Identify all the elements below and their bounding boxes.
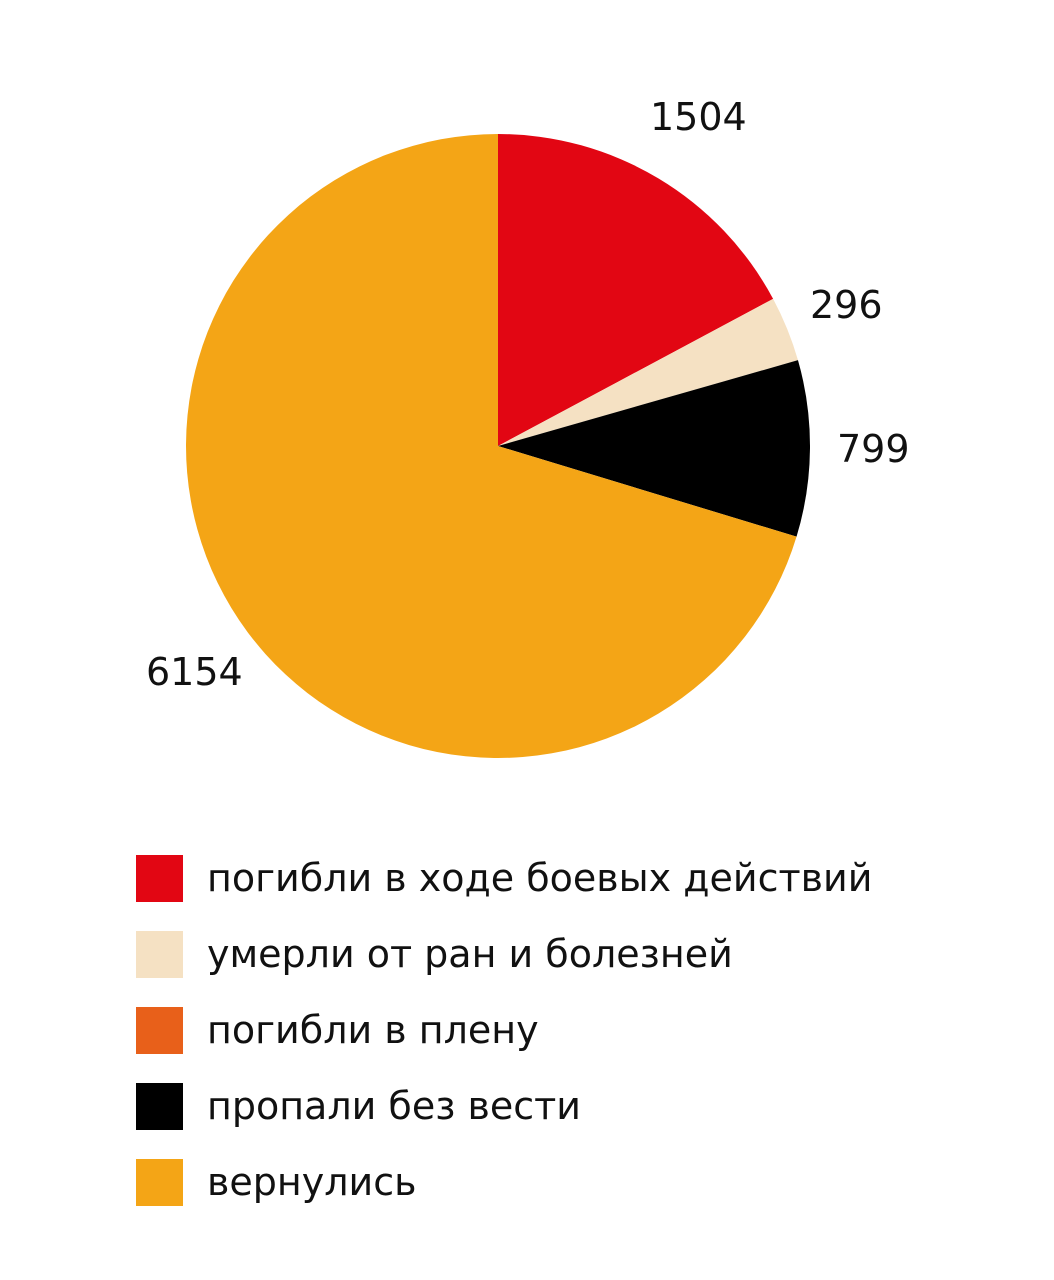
- pie-slice-1: [498, 298, 798, 446]
- legend-item-combat-deaths: погибли в ходе боевых действий: [136, 855, 872, 902]
- legend-label: пропали без вести: [207, 1084, 582, 1128]
- chart-legend: погибли в ходе боевых действий умерли от…: [136, 855, 872, 1235]
- slice-value-label-6154: 6154: [146, 650, 243, 694]
- pie-slices: [186, 134, 811, 758]
- pie-slice-4: [186, 134, 797, 758]
- legend-item-died-of-wounds: умерли от ран и болезней: [136, 931, 872, 978]
- legend-swatch-black: [136, 1083, 183, 1130]
- slice-value-label-296: 296: [810, 283, 883, 327]
- legend-item-died-in-captivity: погибли в плену: [136, 1007, 872, 1054]
- legend-swatch-amber: [136, 1159, 183, 1206]
- pie-chart: 1504 296 799 6154: [146, 95, 910, 758]
- legend-swatch-orange: [136, 1007, 183, 1054]
- legend-label: вернулись: [207, 1160, 417, 1204]
- legend-item-returned: вернулись: [136, 1159, 872, 1206]
- legend-label: умерли от ран и болезней: [207, 932, 733, 976]
- slice-value-label-799: 799: [837, 427, 910, 471]
- legend-label: погибли в плену: [207, 1008, 539, 1052]
- pie-value-labels: 1504 296 799 6154: [146, 95, 910, 694]
- legend-label: погибли в ходе боевых действий: [207, 856, 873, 900]
- legend-swatch-beige: [136, 931, 183, 978]
- legend-item-missing: пропали без вести: [136, 1083, 872, 1130]
- slice-value-label-1504: 1504: [650, 95, 747, 139]
- pie-slice-0: [498, 134, 774, 446]
- pie-slice-3: [498, 360, 811, 537]
- legend-swatch-red: [136, 855, 183, 902]
